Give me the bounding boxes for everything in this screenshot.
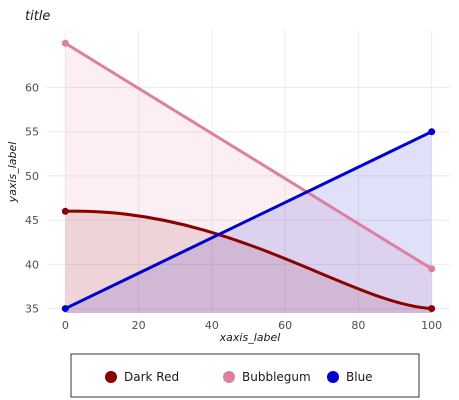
x-tick-label: 100	[421, 319, 442, 332]
y-tick-label: 40	[25, 258, 39, 271]
legend-box	[70, 353, 420, 398]
grid-layer	[47, 30, 450, 313]
x-axis-title: xaxis_label	[219, 331, 281, 344]
x-tick-label: 40	[205, 319, 219, 332]
y-axis-title: yaxis_label	[6, 142, 19, 204]
legend-label-dark-red: Dark Red	[124, 370, 179, 384]
legend-key-blue	[327, 371, 339, 383]
x-tick-label: 20	[132, 319, 146, 332]
series-point-dark-red	[61, 207, 69, 215]
series-point-bubblegum	[61, 39, 69, 47]
x-tick-label: 0	[62, 319, 69, 332]
series-line-blue	[64, 130, 433, 310]
legend-label-bubblegum: Bubblegum	[242, 370, 311, 384]
y-tick-label: 35	[25, 303, 39, 316]
chart-title: title	[25, 9, 50, 24]
series-line-bubblegum	[64, 41, 433, 271]
series-line-layer	[61, 39, 436, 313]
x-tick-label: 80	[351, 319, 365, 332]
y-tick-label: 45	[25, 214, 39, 227]
tick-label-layer: 35 40 45 50 55 60 0 20 40 60 80 100	[25, 81, 442, 332]
series-point-dark-red	[428, 305, 436, 313]
series-point-blue	[61, 305, 69, 313]
series-area-layer	[65, 43, 432, 313]
legend-key-bubblegum	[223, 371, 235, 383]
series-point-blue	[428, 128, 436, 136]
series-line-dark-red	[65, 209, 432, 311]
legend-key-dark-red	[105, 371, 117, 383]
series-point-bubblegum	[428, 265, 436, 273]
y-tick-label: 50	[25, 170, 39, 183]
series-area-bubblegum	[65, 43, 432, 313]
legend-label-blue: Blue	[346, 370, 373, 384]
y-tick-label: 60	[25, 81, 39, 94]
y-tick-label: 55	[25, 126, 39, 139]
x-tick-label: 60	[278, 319, 292, 332]
legend: Dark Red Bubblegum Blue	[70, 353, 420, 398]
series-area-dark-red	[65, 211, 432, 313]
